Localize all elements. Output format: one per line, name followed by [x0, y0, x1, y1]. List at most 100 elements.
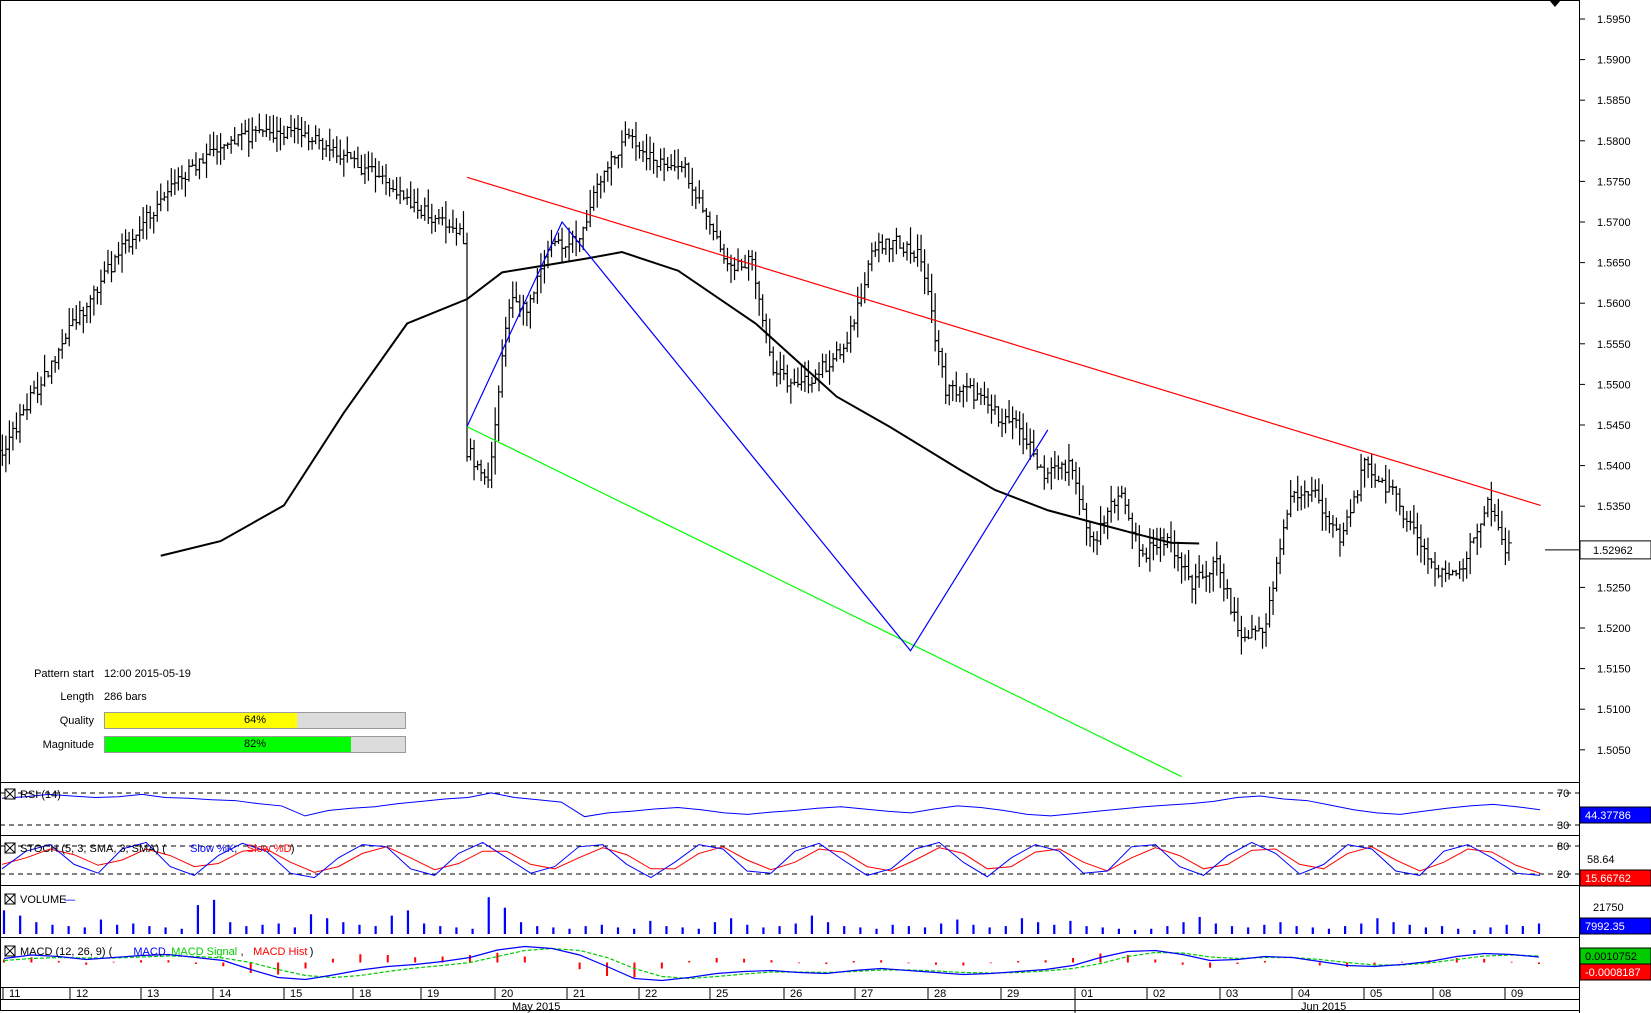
x-day-label: 21: [573, 988, 585, 1000]
price-tick-label: 1.5400: [1597, 461, 1631, 473]
pane-title-text: RSI (14): [20, 789, 61, 801]
magnitude-bar-fill: [105, 737, 351, 752]
magnitude-value: 82%: [243, 738, 267, 750]
volume-tick-label: 21750: [1593, 902, 1624, 914]
x-day-label: 22: [645, 988, 657, 1000]
magnitude-bar: 82%: [104, 736, 406, 753]
price-tick-label: 1.5600: [1597, 298, 1631, 310]
length-value: 286 bars: [104, 691, 147, 703]
stoch-slow-k-line: [1, 841, 1541, 879]
price-tick-label: 1.5150: [1597, 664, 1631, 676]
pane-title-text: ): [291, 843, 295, 855]
volume-title: VOLUME —: [4, 893, 75, 906]
quality-value: 64%: [243, 714, 267, 726]
price-tick-label: 1.5800: [1597, 136, 1631, 148]
x-month-label: May 2015: [512, 1001, 560, 1013]
macd-value-2-box: [1579, 963, 1651, 981]
x-day-label: 01: [1081, 988, 1093, 1000]
x-day-label: 18: [359, 988, 371, 1000]
pane-title-text: Slow %D: [247, 843, 292, 855]
volume-current-value-box: [1579, 917, 1651, 935]
x-month-label: Jun 2015: [1301, 1001, 1346, 1013]
x-day-label: 13: [147, 988, 159, 1000]
rsi-current-value-box: [1579, 806, 1651, 824]
x-day-label: 20: [501, 988, 513, 1000]
x-day-label: 09: [1511, 988, 1523, 1000]
pane-title-text: ,: [241, 946, 244, 958]
x-day-label: 28: [934, 988, 946, 1000]
price-tick-label: 1.5650: [1597, 258, 1631, 270]
support-line: [466, 426, 1182, 778]
magnitude-label: Magnitude: [42, 739, 94, 751]
price-tick-label: 1.5350: [1597, 501, 1631, 513]
price-tick-label: 1.5250: [1597, 582, 1631, 594]
x-day-label: 04: [1298, 988, 1310, 1000]
stoch-value-1: 58.64: [1587, 854, 1615, 866]
x-day-label: 27: [861, 988, 873, 1000]
moving-average-line: [160, 251, 1200, 557]
pane-title-text: Slow %K: [190, 843, 235, 855]
price-tick-label: 1.5550: [1597, 339, 1631, 351]
pane-title-text: ): [310, 946, 314, 958]
stoch-title: STOCH (5, 3, SMA, 3, SMA) ( Slow %K, Slow…: [4, 842, 295, 855]
x-day-label: 02: [1153, 988, 1165, 1000]
price-tick-label: 1.5500: [1597, 379, 1631, 391]
stoch-value-2-box: [1579, 869, 1651, 887]
volume-current-value: 7992.35: [1585, 921, 1625, 933]
stoch-level-20-label: 20: [1557, 869, 1569, 881]
rsi-line: [1, 792, 1541, 818]
x-day-label: 29: [1007, 988, 1019, 1000]
x-day-label: 12: [76, 988, 88, 1000]
price-tick-label: 1.5900: [1597, 55, 1631, 67]
price-tick-label: 1.5850: [1597, 95, 1631, 107]
current-price-box: [1579, 540, 1651, 560]
current-price-label: 1.52962: [1593, 545, 1633, 557]
price-bar: [1505, 530, 1512, 561]
price-tick-label: 1.5450: [1597, 420, 1631, 432]
pane-title-text: STOCH (5, 3, SMA, 3, SMA) (: [20, 843, 166, 855]
pane-title-text: MACD (12, 26, 9) (: [20, 946, 113, 958]
rsi-current-value: 44.37786: [1585, 810, 1631, 822]
zigzag-line: [466, 220, 1049, 652]
pane-title-text: —: [64, 894, 75, 906]
pattern-start-value: 12:00 2015-05-19: [104, 668, 191, 680]
x-day-label: 19: [427, 988, 439, 1000]
quality-bar: 64%: [104, 712, 406, 729]
macd-title: MACD (12, 26, 9) ( MACD, MACD Signal, MAC…: [4, 945, 314, 958]
pane-title-text: ,: [159, 946, 162, 958]
x-day-label: 05: [1370, 988, 1382, 1000]
pane-title-text: ,: [234, 843, 237, 855]
dropdown-icon: [1549, 0, 1561, 7]
rsi-level-30-label: 30: [1557, 820, 1569, 832]
price-tick-label: 1.5700: [1597, 217, 1631, 229]
macd-line: [3, 945, 1540, 982]
price-tick-label: 1.5950: [1597, 14, 1631, 26]
x-day-label: 03: [1226, 988, 1238, 1000]
stoch-value-2: 15.66762: [1585, 873, 1631, 885]
quality-label: Quality: [59, 715, 94, 727]
stoch-level-80-label: 80: [1557, 841, 1569, 853]
x-day-label: 15: [290, 988, 302, 1000]
price-tick-label: 1.5100: [1597, 704, 1631, 716]
resistance-line: [466, 176, 1541, 506]
length-label: Length: [60, 691, 94, 703]
macd-value-1: 0.0010752: [1585, 951, 1637, 963]
x-day-label: 14: [219, 988, 231, 1000]
pane-title-text: VOLUME: [20, 894, 66, 906]
pane-title-text: MACD: [133, 946, 165, 958]
x-day-label: 25: [716, 988, 728, 1000]
price-tick-label: 1.5200: [1597, 623, 1631, 635]
price-tick-label: 1.5050: [1597, 745, 1631, 757]
x-day-label: 26: [790, 988, 802, 1000]
rsi-level-70-label: 70: [1557, 788, 1569, 800]
x-day-label: 11: [9, 988, 20, 1000]
macd-value-2: -0.0008187: [1585, 967, 1641, 979]
quality-bar-fill: [105, 713, 297, 728]
pane-title-text: MACD Hist: [253, 946, 307, 958]
x-day-label: 08: [1439, 988, 1451, 1000]
pane-title-text: MACD Signal: [171, 946, 237, 958]
stoch-slow-d-line: [1, 846, 1541, 874]
price-tick-label: 1.5750: [1597, 176, 1631, 188]
rsi-title: RSI (14): [4, 788, 61, 801]
